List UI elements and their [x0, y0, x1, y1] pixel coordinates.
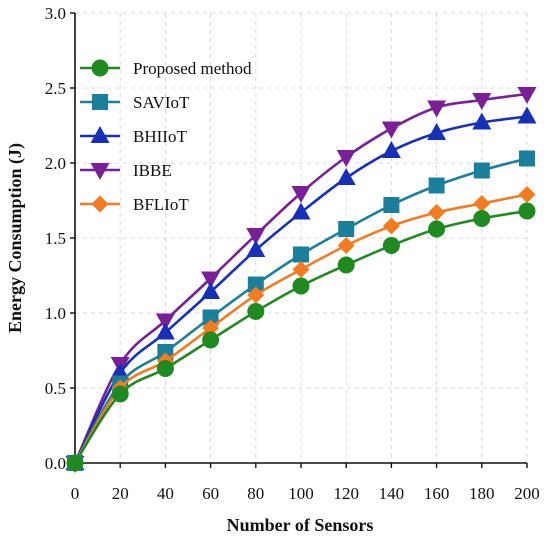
data-point — [155, 313, 175, 331]
legend-marker — [90, 163, 110, 180]
data-point — [156, 360, 174, 377]
legend-item: BHIIoT — [80, 126, 187, 146]
data-point — [472, 93, 492, 110]
y-tick-label: 2.5 — [45, 79, 66, 98]
data-point — [292, 277, 310, 295]
legend-label: BHIIoT — [133, 127, 187, 146]
data-point — [381, 121, 401, 139]
data-point — [517, 87, 537, 104]
data-point — [473, 162, 490, 179]
x-tick-label: 60 — [202, 484, 219, 503]
legend-item: BFLIoT — [80, 195, 189, 214]
legend-label: BFLIoT — [133, 195, 189, 214]
data-point — [247, 286, 265, 304]
legend-marker — [91, 59, 109, 77]
data-point — [201, 271, 221, 289]
y-tick-label: 1.5 — [45, 229, 66, 248]
series-proposed-method — [66, 202, 536, 472]
y-tick-label: 0.0 — [45, 454, 66, 473]
y-tick-label: 2.0 — [45, 154, 66, 173]
data-point — [472, 112, 492, 130]
x-tick-label: 20 — [112, 484, 129, 503]
legend: Proposed method SAVIoT BHIIoT IBBE BFLIoT — [80, 59, 252, 214]
data-point — [336, 150, 356, 167]
data-point — [291, 186, 311, 203]
data-point — [202, 319, 220, 337]
series-saviot — [67, 150, 535, 471]
series-ibbe — [65, 87, 537, 473]
x-tick-label: 140 — [379, 484, 405, 503]
data-point — [66, 454, 84, 472]
data-point — [382, 217, 400, 235]
data-point — [382, 237, 400, 254]
data-point — [337, 237, 355, 254]
data-point — [381, 141, 401, 158]
x-tick-label: 100 — [288, 484, 314, 503]
x-tick-label: 160 — [424, 484, 450, 503]
series-area — [65, 87, 537, 473]
y-tick-label: 3.0 — [45, 4, 66, 23]
data-point — [202, 331, 220, 349]
legend-item: IBBE — [80, 161, 172, 180]
data-point — [111, 385, 129, 403]
legend-label: IBBE — [133, 161, 172, 180]
data-point — [337, 256, 355, 274]
series-line — [73, 92, 528, 464]
data-point — [292, 261, 310, 278]
data-point — [246, 240, 266, 257]
data-point — [428, 220, 446, 238]
x-tick-label: 40 — [157, 484, 174, 503]
data-point — [518, 186, 536, 203]
legend-label: Proposed method — [133, 59, 252, 78]
series-bfliot — [66, 186, 536, 472]
data-point — [247, 303, 265, 320]
data-point — [291, 202, 311, 220]
x-tick-label: 0 — [71, 484, 80, 503]
x-tick-label: 120 — [333, 484, 359, 503]
x-tick-label: 180 — [469, 484, 495, 503]
data-point — [202, 309, 219, 326]
data-point — [336, 168, 356, 185]
data-point — [155, 322, 175, 340]
data-point — [293, 246, 309, 263]
legend-marker — [90, 126, 110, 143]
data-point — [338, 221, 355, 237]
data-point — [428, 204, 446, 221]
data-point — [201, 282, 221, 299]
axes: 0.0 0.5 1.0 1.5 2.0 2.5 3.0 0 20 40 60 80 100 120 140 1… — [45, 4, 540, 503]
grid — [75, 12, 528, 463]
data-point — [517, 106, 537, 124]
data-point — [473, 210, 491, 227]
legend-item: SAVIoT — [80, 93, 190, 112]
x-tick-label: 80 — [247, 484, 264, 503]
data-point — [246, 228, 266, 245]
data-point — [518, 202, 536, 220]
legend-item: Proposed method — [80, 59, 252, 78]
x-axis-title: Number of Sensors — [227, 515, 374, 535]
data-point — [473, 195, 491, 212]
data-point — [519, 150, 535, 167]
data-point — [383, 197, 400, 213]
y-tick-label: 0.5 — [45, 379, 66, 398]
data-point — [247, 276, 264, 293]
data-point — [427, 123, 447, 140]
legend-marker — [91, 195, 109, 213]
data-point — [157, 344, 174, 360]
x-tick-label: 200 — [514, 484, 540, 503]
y-axis-title: Energy Consumption (J) — [5, 143, 26, 333]
y-tick-label: 1.0 — [45, 304, 66, 323]
data-point — [428, 177, 445, 194]
data-point — [427, 100, 447, 118]
legend-marker — [92, 94, 108, 110]
legend-label: SAVIoT — [133, 93, 190, 112]
